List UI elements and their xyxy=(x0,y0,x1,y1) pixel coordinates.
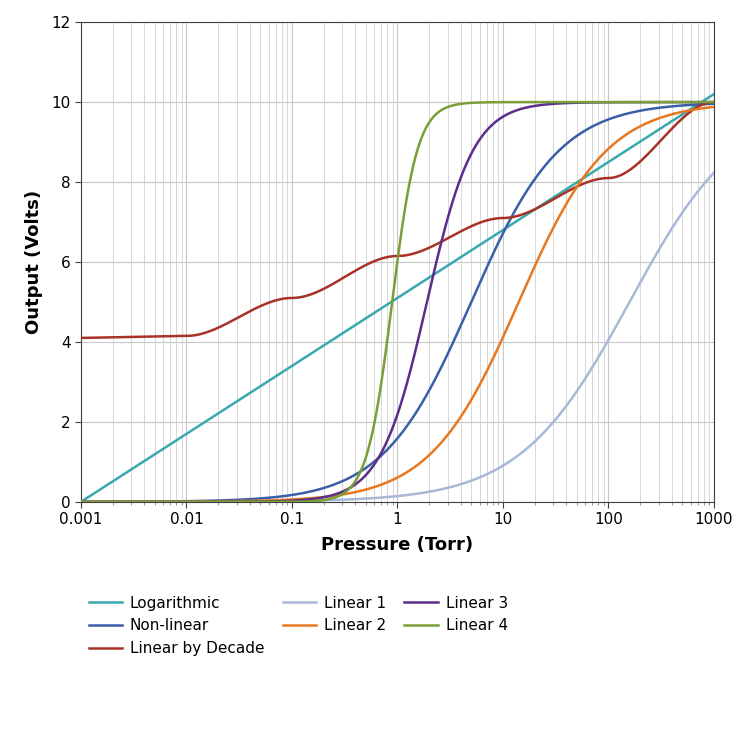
Linear 4 xyxy=(191,497,200,506)
Linear by Decade xyxy=(549,195,558,204)
Line: Linear by Decade: Linear by Decade xyxy=(81,102,714,338)
Linear 3 xyxy=(456,174,465,183)
Line: Linear 3: Linear 3 xyxy=(81,102,714,502)
Non-linear xyxy=(488,250,497,259)
Linear by Decade xyxy=(456,227,465,236)
Legend: Logarithmic, Non-linear, Linear by Decade, Linear 1, Linear 2, Linear 3, Linear : Logarithmic, Non-linear, Linear by Decad… xyxy=(88,596,508,656)
Linear by Decade xyxy=(77,334,85,342)
Non-linear xyxy=(710,100,718,108)
Logarithmic xyxy=(597,162,606,171)
Logarithmic xyxy=(319,342,328,351)
Non-linear xyxy=(319,484,328,493)
Linear 1 xyxy=(597,348,606,356)
Logarithmic xyxy=(488,232,497,241)
Logarithmic xyxy=(77,497,85,506)
Linear 3 xyxy=(191,497,200,506)
Linear 4 xyxy=(77,497,85,506)
Line: Logarithmic: Logarithmic xyxy=(81,94,714,502)
Linear 1 xyxy=(488,467,497,476)
Line: Linear 1: Linear 1 xyxy=(81,173,714,502)
Linear 3 xyxy=(488,120,497,129)
Logarithmic xyxy=(710,90,718,99)
Linear 3 xyxy=(549,100,558,108)
Non-linear xyxy=(191,497,200,506)
Linear by Decade xyxy=(488,215,497,224)
Linear 3 xyxy=(77,497,85,506)
Linear 2 xyxy=(456,413,465,421)
Linear 1 xyxy=(191,497,200,506)
Logarithmic xyxy=(456,253,465,262)
Line: Non-linear: Non-linear xyxy=(81,104,714,502)
Linear by Decade xyxy=(191,331,200,339)
Non-linear xyxy=(549,152,558,161)
X-axis label: Pressure (Torr): Pressure (Torr) xyxy=(322,536,473,554)
Linear 1 xyxy=(710,168,718,177)
Linear 2 xyxy=(488,355,497,364)
Linear 2 xyxy=(191,497,200,506)
Y-axis label: Output (Volts): Output (Volts) xyxy=(25,190,43,334)
Linear 1 xyxy=(77,497,85,506)
Logarithmic xyxy=(549,193,558,202)
Linear by Decade xyxy=(710,97,718,106)
Non-linear xyxy=(456,322,465,331)
Line: Linear 4: Linear 4 xyxy=(81,102,714,502)
Linear 3 xyxy=(597,98,606,107)
Linear 2 xyxy=(319,493,328,502)
Non-linear xyxy=(597,118,606,127)
Non-linear xyxy=(77,497,85,506)
Linear 1 xyxy=(456,480,465,489)
Line: Linear 2: Linear 2 xyxy=(81,107,714,502)
Linear 4 xyxy=(319,496,328,505)
Linear 1 xyxy=(319,496,328,505)
Linear by Decade xyxy=(319,285,328,294)
Linear 4 xyxy=(597,97,606,106)
Linear 4 xyxy=(549,97,558,106)
Linear 1 xyxy=(549,418,558,427)
Linear 3 xyxy=(319,493,328,502)
Linear 2 xyxy=(597,151,606,160)
Logarithmic xyxy=(191,424,200,432)
Linear 3 xyxy=(710,97,718,106)
Linear 4 xyxy=(488,98,497,107)
Linear 4 xyxy=(456,100,465,108)
Linear by Decade xyxy=(597,174,606,183)
Linear 2 xyxy=(77,497,85,506)
Linear 2 xyxy=(710,103,718,111)
Linear 4 xyxy=(710,97,718,106)
Linear 2 xyxy=(549,224,558,232)
